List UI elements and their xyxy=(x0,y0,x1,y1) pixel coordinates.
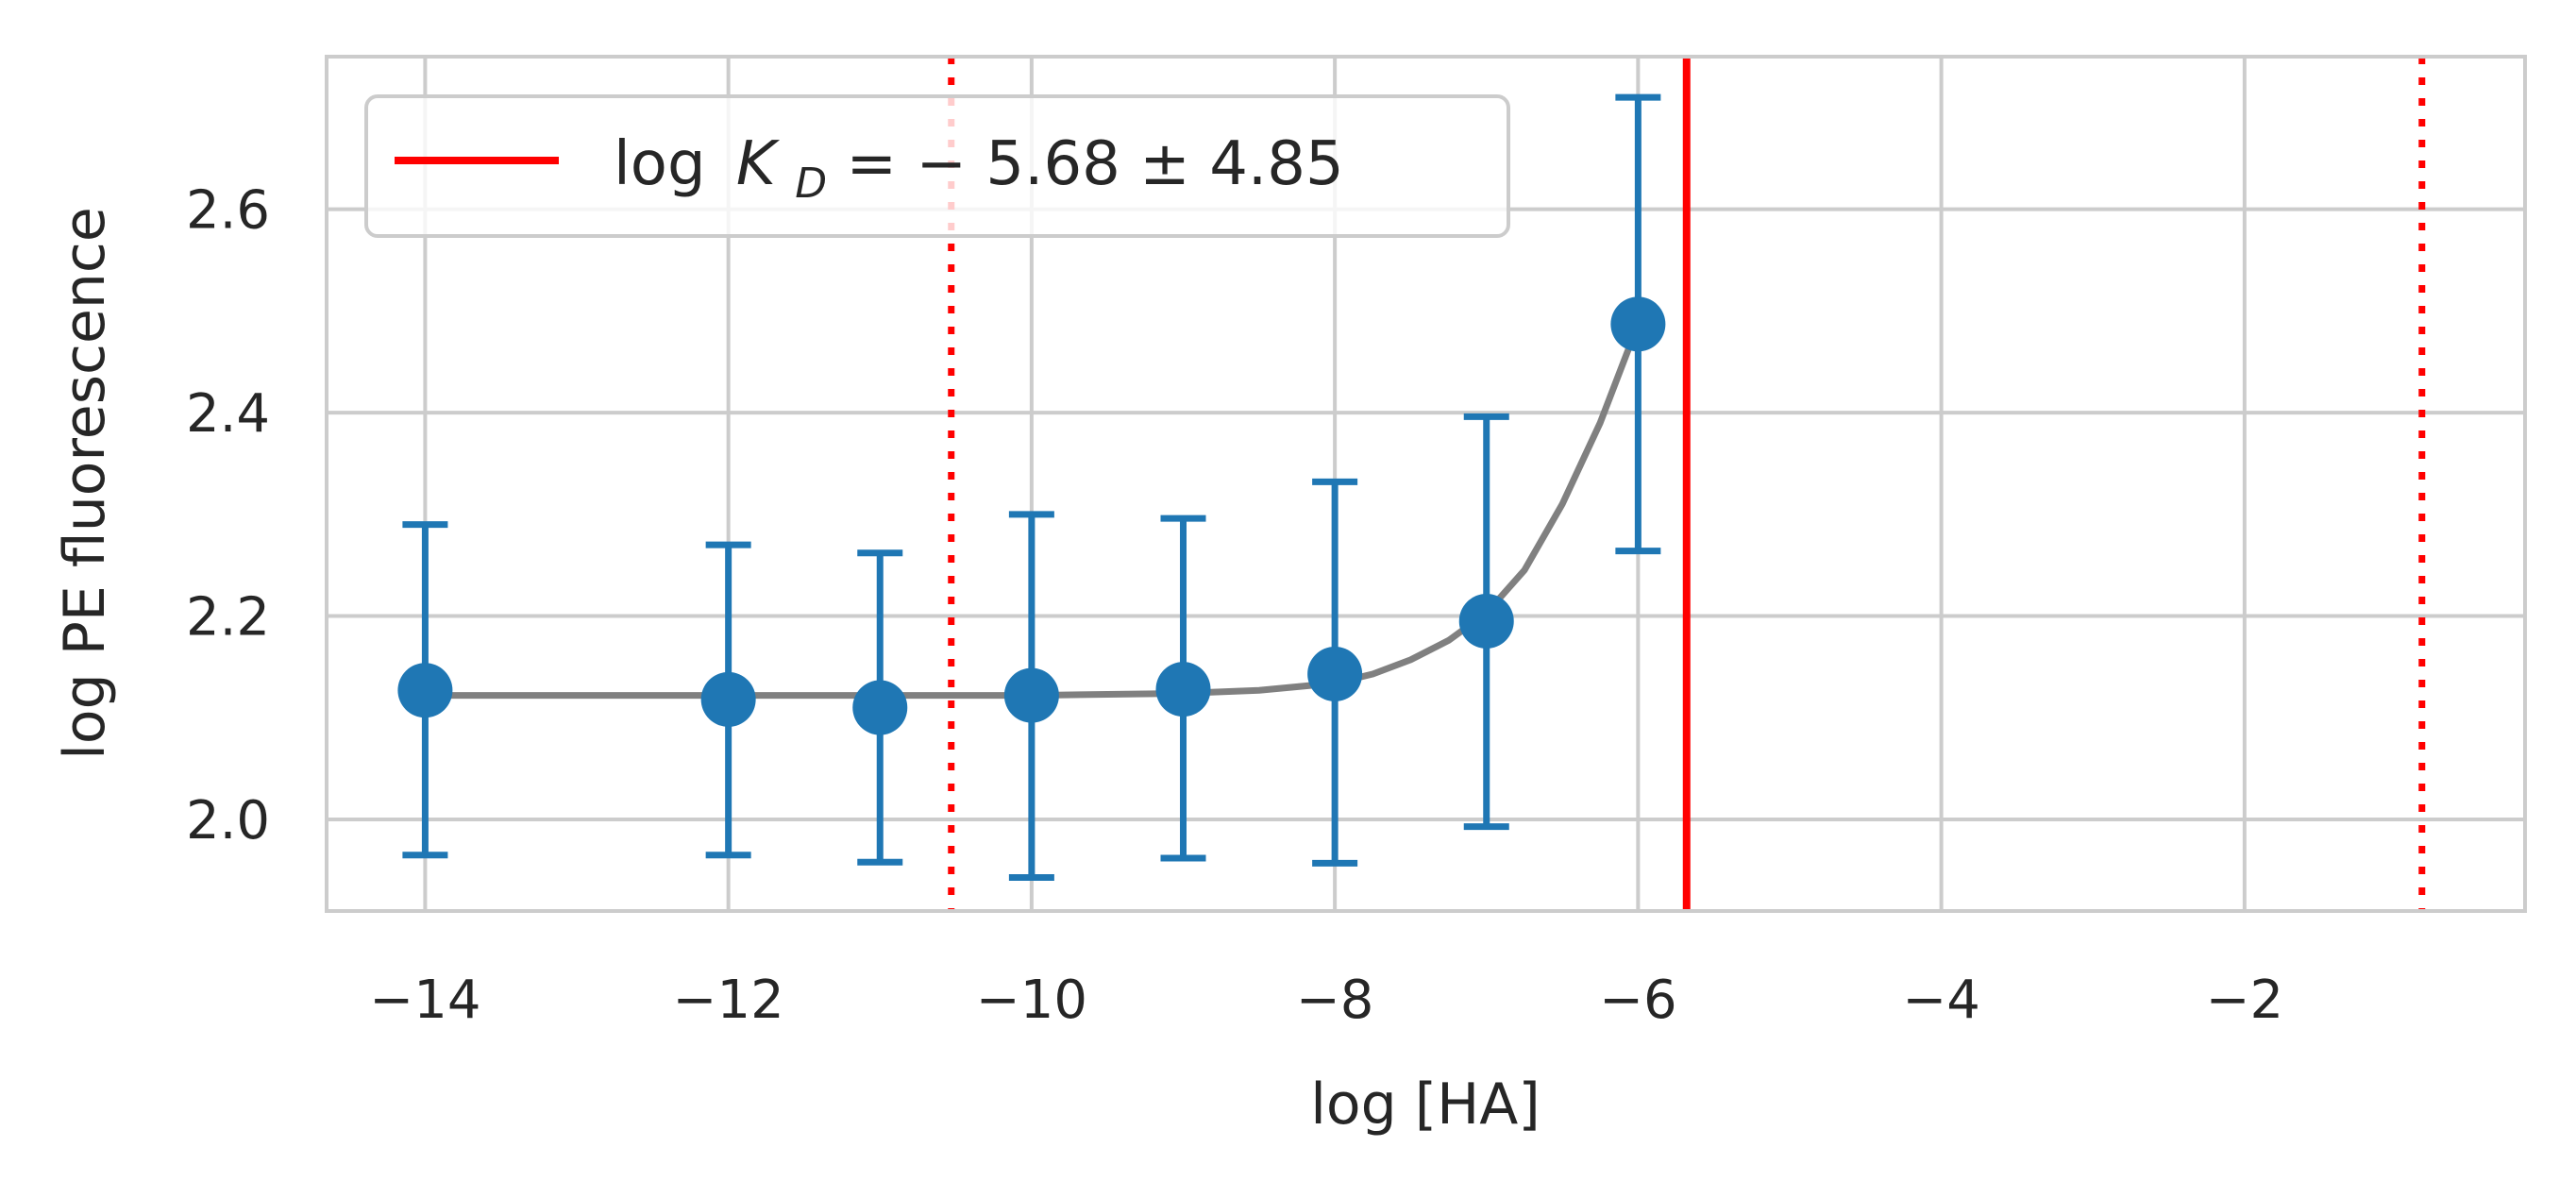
x-axis-label: log [HA] xyxy=(1310,1071,1541,1138)
data-points-group xyxy=(397,296,1666,735)
y-tick-label: 2.2 xyxy=(186,587,270,649)
plot-frame xyxy=(325,55,2527,913)
y-axis-label: log PE fluorescence xyxy=(52,207,118,760)
data-point xyxy=(1155,662,1211,717)
y-tick-labels: 2.0 2.2 2.4 2.6 xyxy=(186,180,270,852)
x-tick-label: −4 xyxy=(1902,970,1980,1031)
data-point xyxy=(700,671,756,727)
x-tick-labels: −14 −12 −10 −8 −6 −4 −2 xyxy=(369,970,2283,1031)
y-tick-label: 2.4 xyxy=(186,383,270,445)
legend-subscript-d: D xyxy=(795,160,827,208)
data-point xyxy=(852,680,908,735)
x-tick-label: −10 xyxy=(976,970,1087,1031)
data-point xyxy=(1003,667,1059,723)
kd-lines-group xyxy=(948,57,2426,911)
y-tick-label: 2.0 xyxy=(186,790,270,852)
legend: log K D = − 5.68 ± 4.85 xyxy=(364,94,1510,238)
legend-k: K xyxy=(736,129,781,199)
x-tick-label: −2 xyxy=(2206,970,2284,1031)
legend-value: = − 5.68 ± 4.85 xyxy=(846,129,1343,199)
data-point xyxy=(1458,593,1514,649)
data-point xyxy=(397,663,453,718)
data-point xyxy=(1307,646,1363,701)
x-tick-label: −14 xyxy=(369,970,480,1031)
x-tick-label: −8 xyxy=(1296,970,1374,1031)
x-tick-label: −6 xyxy=(1599,970,1677,1031)
data-point xyxy=(1610,296,1666,352)
legend-kd-label: log K D = − 5.68 ± 4.85 xyxy=(614,129,1344,212)
x-tick-label: −12 xyxy=(673,970,784,1031)
legend-log: log xyxy=(614,129,706,199)
legend-box xyxy=(364,94,1510,238)
y-tick-label: 2.6 xyxy=(186,180,270,242)
